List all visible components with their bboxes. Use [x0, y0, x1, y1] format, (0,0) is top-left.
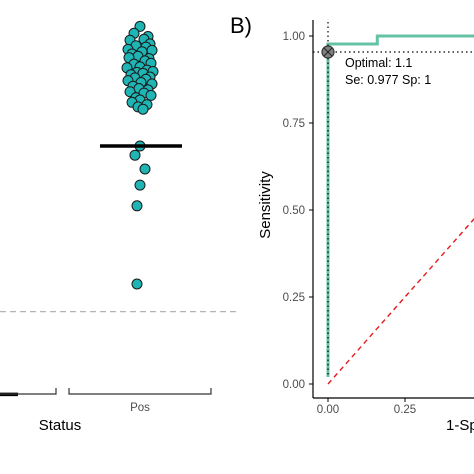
- data-point: [131, 278, 143, 290]
- data-point: [139, 163, 151, 175]
- roc-curve: [326, 34, 474, 377]
- panel-label-b: B): [230, 13, 252, 38]
- x-tick-label: 0.00: [317, 404, 339, 416]
- panel-b-roc: B) 0.00 0.25 0.50 0.75 1.00 0.00 0.25 Optimal…: [230, 13, 474, 434]
- y-tick-label: 0.25: [283, 292, 305, 304]
- y-axis-title-sensitivity: Sensitivity: [257, 171, 274, 239]
- y-tick-label: 0.50: [283, 205, 305, 217]
- optimal-threshold-annotation: Optimal: 1.1: [345, 56, 412, 70]
- x-tick-label-pos: Pos: [130, 402, 150, 414]
- data-point: [131, 200, 143, 212]
- y-tick-label: 1.00: [283, 31, 305, 43]
- data-point: [137, 103, 149, 115]
- y-tick-label: 0.00: [283, 379, 305, 391]
- data-point: [129, 149, 141, 161]
- y-tick-label: 0.75: [283, 118, 305, 130]
- x-axis-title-status: Status: [39, 417, 82, 434]
- panel-a-dotplot: Pos Status: [0, 20, 240, 434]
- optimal-point-cross-b: [323, 47, 333, 57]
- y-ticks: 0.00 0.25 0.50 0.75 1.00: [283, 31, 313, 391]
- x-bracket-left: [0, 388, 57, 395]
- se-sp-annotation: Se: 0.977 Sp: 1: [345, 73, 431, 87]
- x-bracket-pos: [68, 388, 212, 395]
- x-ticks: 0.00 0.25: [317, 398, 416, 416]
- points-group: [121, 20, 159, 290]
- data-point: [134, 179, 146, 191]
- chance-diagonal-line: [327, 217, 474, 385]
- data-point: [145, 89, 157, 101]
- x-tick-label: 0.25: [394, 404, 416, 416]
- data-point: [134, 20, 146, 32]
- x-axis-title-1-sp: 1-Sp: [446, 417, 474, 434]
